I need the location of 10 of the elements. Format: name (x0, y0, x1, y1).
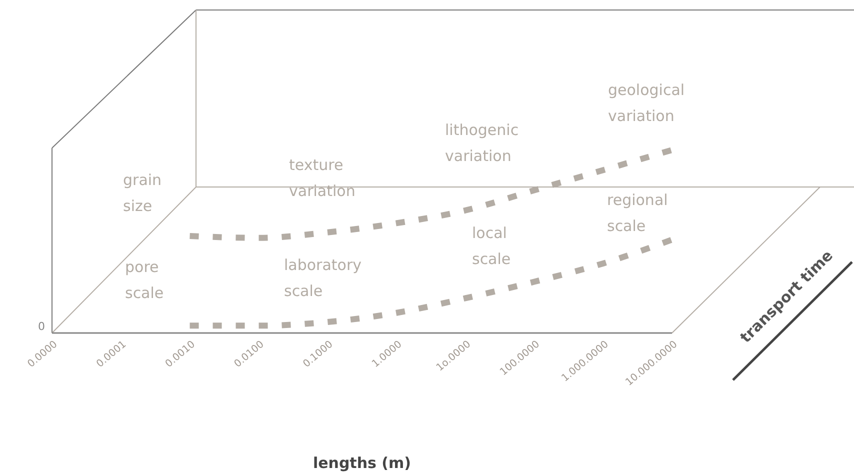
annotation: pore scale (125, 258, 164, 302)
annotation: laboratory scale (284, 256, 362, 300)
annotation: lithogenic variation (445, 121, 519, 165)
annotation: grain size (123, 171, 162, 215)
text: geological variation (608, 81, 685, 125)
annotation: texture variation (289, 156, 356, 200)
annotation: local scale (472, 224, 511, 268)
x-axis-title: lengths (m) (312, 454, 412, 472)
text: 0 (38, 320, 45, 333)
annotation: regional scale (607, 191, 668, 235)
